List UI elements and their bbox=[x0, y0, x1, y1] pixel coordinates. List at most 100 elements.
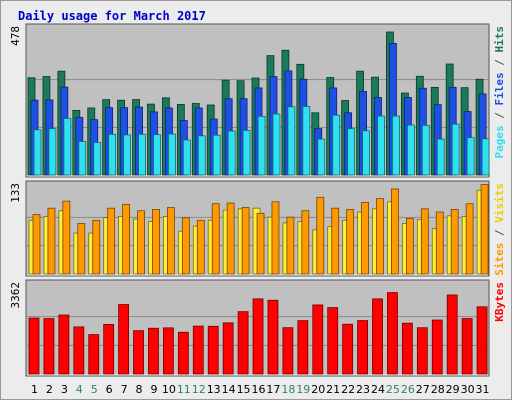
x-tick-label: 13 bbox=[207, 383, 221, 396]
x-tick-label: 24 bbox=[371, 383, 385, 396]
bar-kbytes-day-27 bbox=[416, 327, 428, 375]
x-tick-label: 9 bbox=[150, 383, 157, 396]
panel-hits-files-pages: 478 Pages / Files / Hits bbox=[9, 23, 506, 178]
bar-pages-day-12 bbox=[197, 135, 206, 176]
bar-kbytes-day-21 bbox=[327, 307, 339, 375]
x-tick-label: 5 bbox=[91, 383, 98, 396]
side-label-part: Pages bbox=[493, 125, 506, 158]
x-tick-label: 30 bbox=[461, 383, 475, 396]
bar-sites-day-20 bbox=[316, 196, 325, 275]
bar-pages-day-31 bbox=[481, 138, 490, 176]
x-tick-label: 28 bbox=[431, 383, 445, 396]
bar-kbytes-day-22 bbox=[342, 323, 354, 375]
bar-kbytes-day-23 bbox=[357, 320, 368, 375]
bar-sites-day-23 bbox=[361, 202, 369, 275]
x-tick-label: 7 bbox=[121, 383, 128, 396]
bar-sites-day-12 bbox=[196, 219, 205, 275]
side-label-part: Files bbox=[493, 72, 506, 105]
y-max-label: 133 bbox=[9, 183, 22, 203]
x-tick-label: 25 bbox=[386, 383, 400, 396]
bar-kbytes-day-7 bbox=[118, 304, 130, 375]
bar-kbytes-day-16 bbox=[252, 298, 264, 375]
x-tick-label: 10 bbox=[162, 383, 176, 396]
bar-sites-day-5 bbox=[92, 219, 101, 275]
side-label-part: / bbox=[493, 223, 506, 243]
bar-kbytes-day-31 bbox=[476, 306, 488, 375]
bar-pages-day-21 bbox=[332, 114, 341, 176]
x-tick-label: 17 bbox=[266, 383, 280, 396]
x-axis-tick-labels: 1 2 3 4 5 6 7 8 9 10 11 12 13 14 15 16 17 18 19 20 21 22 23 24 2… bbox=[31, 383, 490, 396]
bar-kbytes-day-10 bbox=[163, 327, 174, 375]
bar-pages-day-26 bbox=[406, 124, 415, 176]
x-tick-label: 15 bbox=[237, 383, 251, 396]
bar-kbytes-day-18 bbox=[282, 327, 294, 375]
bar-sites-day-8 bbox=[137, 210, 145, 275]
bar-kbytes-day-24 bbox=[372, 298, 383, 375]
bar-pages-day-16 bbox=[257, 115, 266, 176]
bar-kbytes-day-13 bbox=[207, 325, 219, 375]
chart-panels: 478 Pages / Files / Hits 133 Sites / Visits… bbox=[9, 23, 506, 377]
bar-sites-day-27 bbox=[420, 208, 429, 275]
bar-pages-day-23 bbox=[362, 130, 370, 176]
bar-kbytes-day-9 bbox=[148, 327, 159, 375]
bar-pages-day-20 bbox=[317, 138, 326, 176]
x-tick-label: 2 bbox=[46, 383, 53, 396]
bar-kbytes-day-12 bbox=[192, 325, 204, 375]
bar-sites-day-15 bbox=[241, 207, 250, 275]
bar-sites-day-10 bbox=[167, 207, 175, 275]
bar-sites-day-6 bbox=[107, 207, 116, 275]
y-max-label: 3362 bbox=[9, 282, 22, 309]
bar-pages-day-11 bbox=[182, 139, 191, 176]
bar-sites-day-26 bbox=[405, 217, 414, 275]
x-tick-label: 27 bbox=[416, 383, 430, 396]
bar-sites-day-31 bbox=[480, 184, 489, 275]
side-label-part: / bbox=[493, 106, 506, 126]
bar-pages-day-9 bbox=[153, 134, 161, 176]
side-label-part: KBytes bbox=[493, 282, 506, 322]
bar-sites-day-19 bbox=[301, 210, 310, 275]
x-tick-label: 3 bbox=[61, 383, 68, 396]
bar-pages-day-4 bbox=[78, 141, 87, 176]
bar-sites-day-9 bbox=[152, 209, 160, 275]
bar-pages-day-3 bbox=[63, 118, 72, 176]
bar-pages-day-7 bbox=[123, 134, 132, 176]
x-tick-label: 20 bbox=[311, 383, 325, 396]
x-tick-label: 23 bbox=[356, 383, 370, 396]
x-tick-label: 1 bbox=[31, 383, 38, 396]
bar-pages-day-17 bbox=[272, 113, 281, 176]
side-series-label: Pages / Files / Hits bbox=[493, 26, 506, 159]
bar-sites-day-25 bbox=[391, 188, 399, 275]
bar-pages-day-8 bbox=[138, 133, 146, 176]
bar-pages-day-15 bbox=[242, 130, 251, 176]
bar-kbytes-day-19 bbox=[297, 320, 309, 375]
bar-pages-day-2 bbox=[48, 128, 57, 176]
bar-sites-day-24 bbox=[376, 198, 384, 275]
bar-sites-day-22 bbox=[346, 209, 355, 275]
bar-pages-day-6 bbox=[108, 133, 117, 176]
bar-sites-day-13 bbox=[211, 203, 220, 275]
bar-pages-day-13 bbox=[212, 134, 221, 176]
bar-kbytes-day-6 bbox=[103, 324, 115, 375]
x-tick-label: 21 bbox=[326, 383, 340, 396]
bar-pages-day-1 bbox=[33, 129, 42, 176]
bar-pages-day-25 bbox=[392, 115, 400, 176]
bar-sites-day-11 bbox=[181, 217, 190, 275]
bar-kbytes-day-8 bbox=[133, 330, 144, 375]
bar-pages-day-27 bbox=[421, 124, 430, 176]
x-tick-label: 29 bbox=[446, 383, 460, 396]
x-tick-label: 11 bbox=[177, 383, 191, 396]
bar-kbytes-day-3 bbox=[58, 314, 70, 375]
bar-sites-day-1 bbox=[32, 214, 41, 275]
bar-kbytes-day-4 bbox=[73, 326, 85, 375]
bar-pages-day-14 bbox=[227, 130, 236, 176]
side-series-label: KBytes bbox=[493, 282, 506, 322]
bar-sites-day-18 bbox=[286, 216, 295, 275]
x-tick-label: 26 bbox=[401, 383, 415, 396]
bar-pages-day-19 bbox=[302, 106, 311, 176]
bar-kbytes-day-26 bbox=[401, 322, 413, 375]
y-max-label: 478 bbox=[9, 26, 22, 46]
bar-kbytes-day-30 bbox=[461, 318, 473, 375]
bar-sites-day-29 bbox=[450, 209, 459, 275]
panel-kbytes: 3362 KBytes bbox=[9, 279, 506, 377]
x-tick-label: 19 bbox=[296, 383, 310, 396]
